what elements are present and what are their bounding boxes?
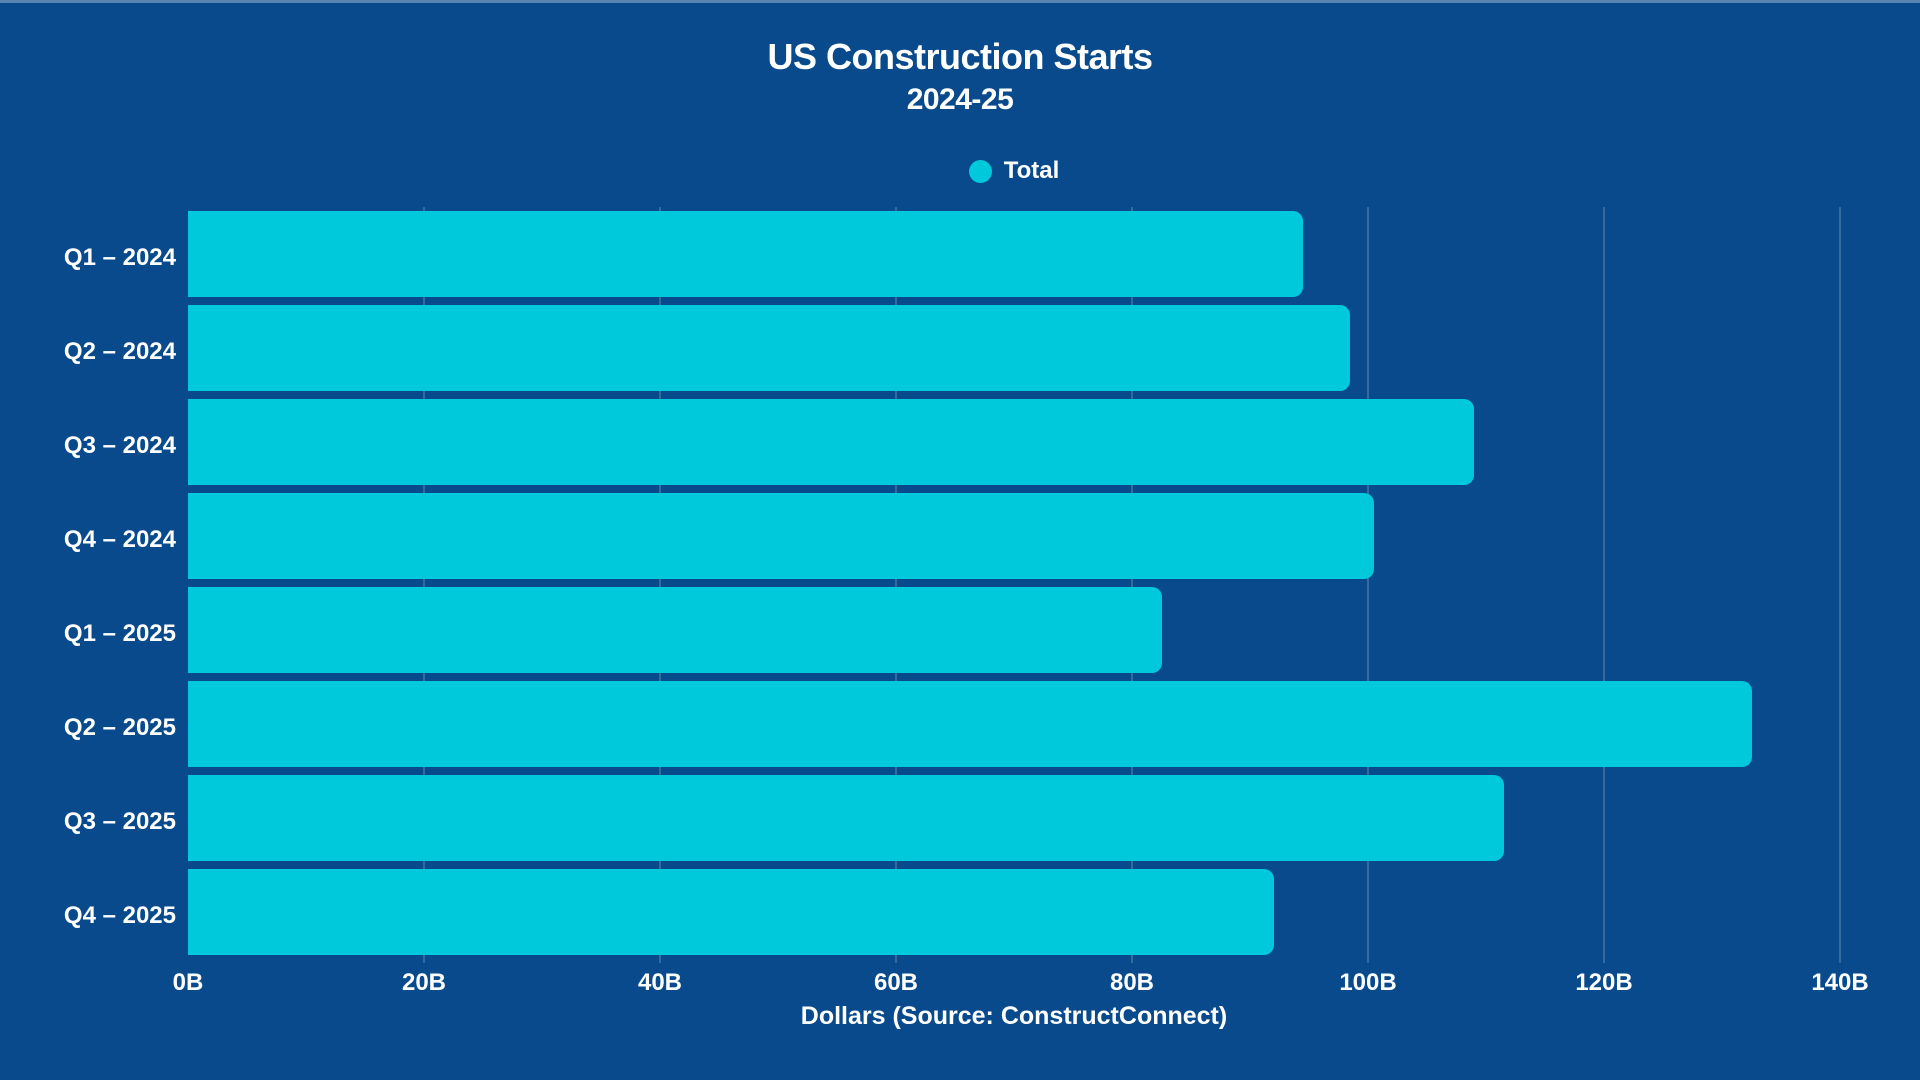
- x-axis-title: Dollars (Source: ConstructConnect): [800, 1002, 1228, 1030]
- top-edge-divider: [0, 0, 1920, 3]
- y-axis-labels: Q1 – 2024 Q2 – 2024 Q3 – 2024 Q4 – 2024 Q1 –…: [0, 211, 176, 963]
- gridline: [1367, 207, 1369, 963]
- y-axis-label: Q1 – 2025: [63, 620, 176, 647]
- bar-q3-2024[interactable]: [188, 399, 1475, 485]
- x-axis-tick-label: 40B: [637, 969, 683, 996]
- y-axis-label: Q3 – 2024: [63, 432, 176, 459]
- gridline: [1839, 207, 1841, 963]
- chart-subtitle: 2024-25: [906, 83, 1014, 117]
- x-axis-ticks: 0B 20B 40B 60B 80B 100B 120B 140B: [173, 968, 1869, 998]
- plot-area: [188, 207, 1841, 963]
- gridline: [1131, 207, 1133, 963]
- gridline: [1603, 207, 1605, 963]
- x-axis-tick-label: 140B: [1811, 969, 1869, 996]
- bar-q4-2024[interactable]: [188, 493, 1374, 579]
- legend-swatch-circle-icon: [968, 159, 992, 183]
- gridline: [423, 207, 425, 963]
- legend-item-total[interactable]: Total: [968, 157, 1060, 185]
- x-axis-tick-label: 60B: [873, 969, 919, 996]
- x-axis-tick-label: 120B: [1575, 969, 1633, 996]
- y-axis-label: Q4 – 2025: [63, 902, 176, 929]
- gridline: [895, 207, 897, 963]
- y-axis-label: Q1 – 2024: [63, 244, 176, 271]
- x-axis-tick-label: 0B: [172, 969, 204, 996]
- y-axis-label: Q2 – 2024: [63, 338, 176, 365]
- y-axis-label: Q4 – 2024: [63, 526, 176, 553]
- x-axis-tick-label: 80B: [1109, 969, 1155, 996]
- gridline: [659, 207, 661, 963]
- bar-q4-2025[interactable]: [188, 869, 1274, 955]
- y-axis-label: Q2 – 2025: [63, 714, 176, 741]
- legend-label: Total: [1003, 157, 1060, 184]
- chart-header: US Construction Starts 2024-25: [0, 36, 1920, 116]
- bar-q1-2024[interactable]: [188, 211, 1304, 297]
- y-axis-label: Q3 – 2025: [63, 808, 176, 835]
- legend: Total: [188, 156, 1840, 186]
- bar-q2-2024[interactable]: [188, 305, 1351, 391]
- x-axis-tick-label: 100B: [1339, 969, 1397, 996]
- bar-q1-2025[interactable]: [188, 587, 1162, 673]
- chart-title: US Construction Starts: [767, 36, 1153, 77]
- bar-q2-2025[interactable]: [188, 681, 1752, 767]
- bar-q3-2025[interactable]: [188, 775, 1504, 861]
- x-axis-tick-label: 20B: [401, 969, 447, 996]
